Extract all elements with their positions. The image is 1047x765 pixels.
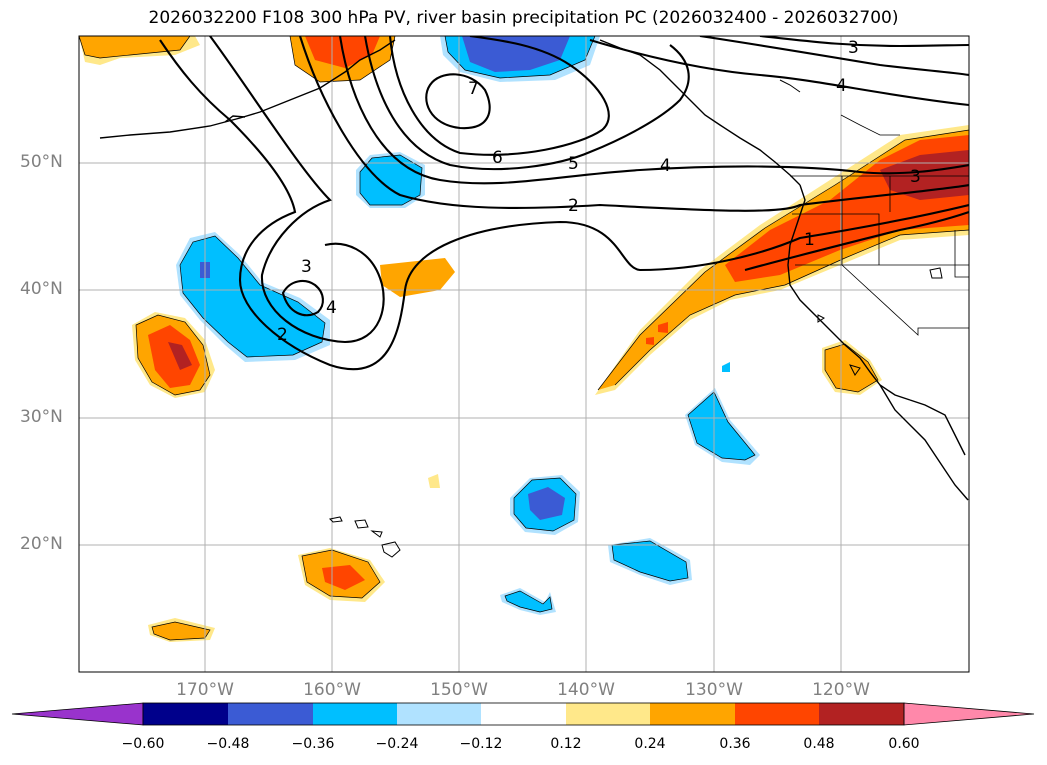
colorbar-swatch [735, 703, 819, 725]
shading-outlines [79, 36, 969, 641]
colorbar-tick-label: 0.48 [803, 736, 835, 752]
colorbar-tick-label: 0.24 [634, 736, 666, 752]
colorbar [11, 702, 1035, 726]
map-title: 2026032200 F108 300 hPa PV, river basin … [148, 8, 899, 28]
colorbar-swatch [481, 703, 566, 725]
map-border [78, 35, 970, 673]
colorbar-tick-label: −0.12 [459, 736, 503, 752]
contour-label: 4 [836, 76, 847, 96]
colorbar-tick-label: −0.60 [121, 736, 165, 752]
contour-label: 3 [910, 167, 921, 187]
contour-label: 6 [492, 148, 503, 168]
colorbar-swatch [650, 703, 735, 725]
colorbar-tick-label: −0.36 [291, 736, 335, 752]
colorbar-tick-label: 0.12 [550, 736, 582, 752]
colorbar-swatch [397, 703, 481, 725]
colorbar-min-extend [11, 702, 144, 726]
colorbar-swatch [228, 703, 313, 725]
lon-label: 170°W [176, 680, 234, 700]
lat-label: 20°N [20, 534, 63, 554]
contour-label: 2 [568, 196, 579, 216]
graticule [79, 36, 969, 672]
contour-labels: 3 4 7 6 5 4 2 1 3 3 4 2 [277, 38, 921, 345]
lat-label: 30°N [20, 407, 63, 427]
contour-label: 3 [848, 38, 859, 58]
negative-shading [176, 36, 760, 615]
colorbar-swatch [819, 703, 904, 725]
lon-label: 140°W [557, 680, 615, 700]
colorbar-swatch [566, 703, 650, 725]
lon-label: 120°W [812, 680, 870, 700]
contour-label: 3 [301, 257, 312, 277]
colorbar-swatch [313, 703, 397, 725]
colorbar-tick-label: −0.24 [375, 736, 419, 752]
colorbar-tick-label: −0.48 [206, 736, 250, 752]
coastlines [99, 39, 969, 558]
colorbar-swatch [143, 703, 228, 725]
lon-label: 150°W [430, 680, 488, 700]
lat-label: 50°N [20, 152, 63, 172]
contour-label: 2 [277, 325, 288, 345]
contour-label: 4 [326, 298, 337, 318]
contour-label: 5 [568, 154, 579, 174]
contour-label: 4 [660, 156, 671, 176]
colorbar-max-extend [903, 702, 1035, 726]
lat-label: 40°N [20, 279, 63, 299]
colorbar-tick-label: 0.36 [719, 736, 751, 752]
lon-label: 130°W [685, 680, 743, 700]
lon-label: 160°W [303, 680, 361, 700]
pv-contours [159, 36, 969, 371]
map-plot-area: 3 4 7 6 5 4 2 1 3 3 4 2 [79, 36, 969, 672]
colorbar-outline [142, 702, 905, 726]
colorbar-tick-label: 0.60 [888, 736, 920, 752]
contour-label: 1 [804, 230, 815, 250]
contour-label: 7 [468, 79, 479, 99]
positive-shading [79, 36, 969, 642]
